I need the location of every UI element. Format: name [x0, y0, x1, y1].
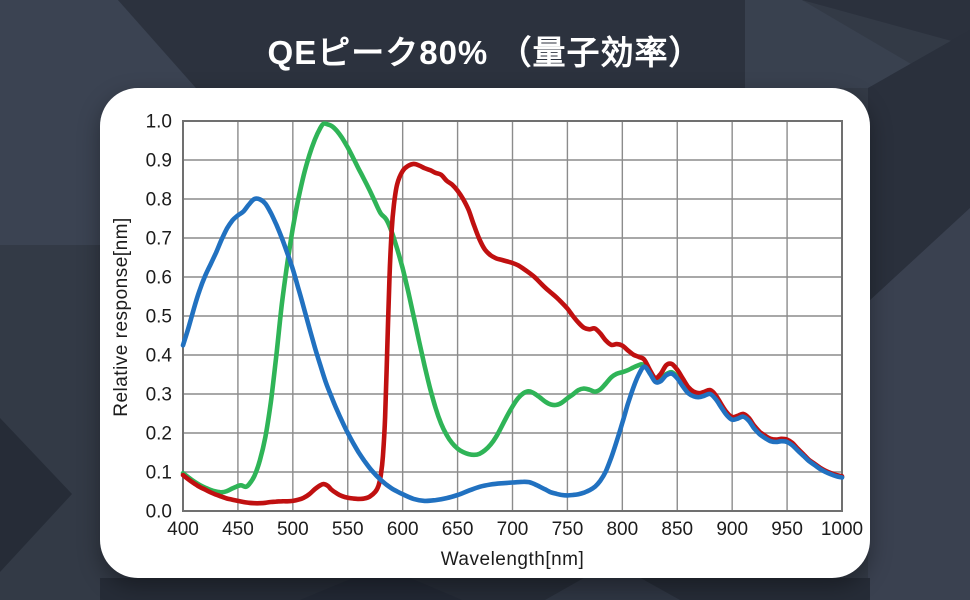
chart-panel: 400 450 500 550 600 650 700 750 800 850 900 950 1000…	[100, 88, 870, 578]
y-tick-label: 0.4	[146, 346, 173, 367]
y-axis-title: Relative response[nm]	[111, 217, 132, 417]
spectral-response-chart: 400 450 500 550 600 650 700 750 800 850 900 950 1000…	[146, 112, 864, 541]
x-tick-label: 450	[222, 519, 254, 540]
x-tick-label: 850	[661, 519, 693, 540]
x-tick-label: 650	[442, 519, 474, 540]
x-tick-label: 550	[332, 519, 364, 540]
page-title: QEピーク80% （量子効率）	[267, 34, 703, 71]
blue-channel-curve	[180, 196, 845, 504]
y-tick-label: 0.5	[146, 307, 172, 328]
x-tick-label: 700	[497, 519, 529, 540]
y-tick-label: 0.2	[146, 424, 172, 445]
y-tick-label: 0.0	[146, 502, 172, 523]
y-tick-label: 1.0	[146, 112, 172, 133]
y-tick-label: 0.7	[146, 229, 172, 250]
y-tick-label: 0.6	[146, 268, 172, 289]
x-tick-label: 800	[606, 519, 638, 540]
x-tick-label: 500	[277, 519, 309, 540]
x-tick-label: 400	[167, 519, 199, 540]
plot-border	[182, 120, 843, 512]
x-tick-label: 950	[771, 519, 803, 540]
y-tick-label: 0.3	[146, 385, 172, 406]
y-tick-label: 0.8	[146, 190, 172, 211]
x-tick-label: 900	[716, 519, 748, 540]
y-tick-label: 0.9	[146, 151, 172, 172]
x-tick-label: 750	[552, 519, 584, 540]
x-tick-label: 600	[387, 519, 419, 540]
x-tick-label: 1000	[821, 519, 863, 540]
x-axis-title: Wavelength[nm]	[440, 549, 585, 570]
y-tick-label: 0.1	[146, 463, 172, 484]
